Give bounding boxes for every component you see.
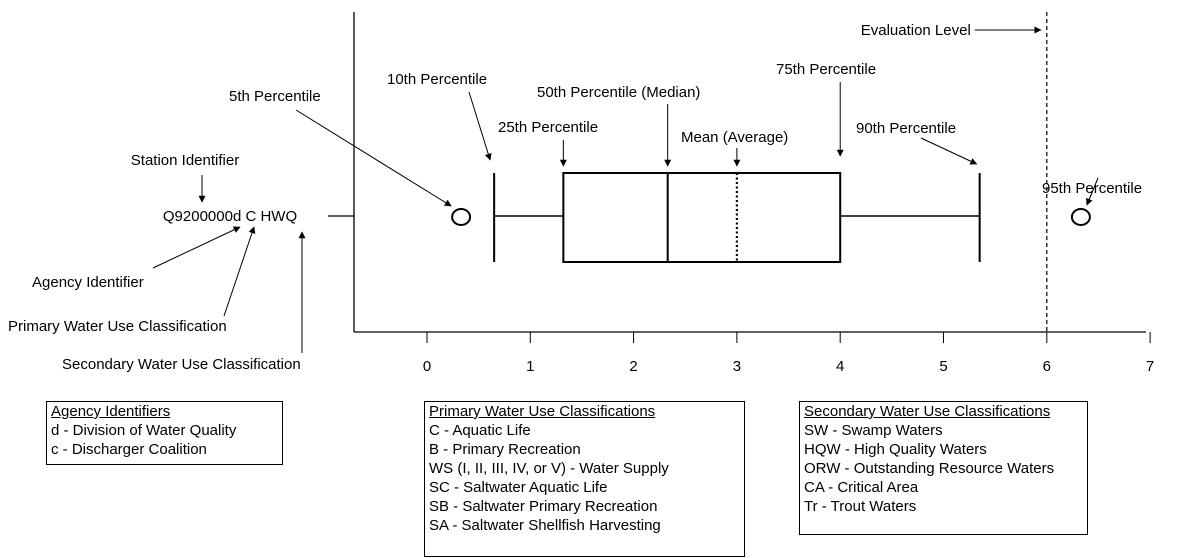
p95-label: 95th Percentile bbox=[1042, 180, 1142, 197]
p75-label: 75th Percentile bbox=[776, 61, 876, 78]
p90-label: 90th Percentile bbox=[856, 120, 956, 137]
legend-item: SW - Swamp Waters bbox=[804, 422, 943, 439]
evaluation-level-label: Evaluation Level bbox=[861, 22, 971, 39]
p5-outlier-point bbox=[451, 208, 472, 226]
agency-legend-title: Agency Identifiers bbox=[51, 403, 171, 420]
x-tick-label: 0 bbox=[423, 358, 431, 375]
station-identifier-label: Station Identifier bbox=[131, 152, 239, 169]
legend-item: CA - Critical Area bbox=[804, 479, 919, 496]
station-code: Q9200000d C HWQ bbox=[163, 208, 297, 225]
agency-identifier-label: Agency Identifier bbox=[32, 274, 144, 291]
p5-arrow bbox=[295, 109, 452, 207]
agency-identifiers-legend: Agency Identifiers d - Division of Water… bbox=[46, 401, 283, 465]
x-tick-label: 2 bbox=[629, 358, 637, 375]
p95-outlier-point bbox=[1070, 208, 1091, 226]
agency-identifier-arrow bbox=[152, 226, 241, 269]
legend-item: SA - Saltwater Shellfish Harvesting bbox=[429, 517, 661, 534]
x-tick-label: 3 bbox=[733, 358, 741, 375]
legend-item: c - Discharger Coalition bbox=[51, 441, 207, 458]
legend-item: ORW - Outstanding Resource Waters bbox=[804, 460, 1055, 477]
p10-label: 10th Percentile bbox=[387, 71, 487, 88]
p90-arrow bbox=[920, 137, 978, 165]
x-tick-label: 1 bbox=[526, 358, 534, 375]
p10-arrow bbox=[468, 91, 492, 161]
legend-item: WS (I, II, III, IV, or V) - Water Supply bbox=[429, 460, 669, 477]
x-axis-ticks: 0 1 2 3 4 5 6 7 bbox=[423, 332, 1154, 375]
mean-label: Mean (Average) bbox=[681, 129, 788, 146]
p95-arrow bbox=[1086, 177, 1099, 206]
x-tick-label: 4 bbox=[836, 358, 844, 375]
x-tick-label: 6 bbox=[1043, 358, 1051, 375]
primary-classification-arrow bbox=[223, 226, 256, 317]
legend-item: d - Division of Water Quality bbox=[51, 422, 237, 439]
primary-classification-label: Primary Water Use Classification bbox=[8, 318, 227, 335]
interquartile-box bbox=[562, 172, 842, 263]
secondary-legend-title: Secondary Water Use Classifications bbox=[804, 403, 1051, 420]
legend-item: B - Primary Recreation bbox=[429, 441, 581, 458]
legend-item: Tr - Trout Waters bbox=[804, 498, 917, 515]
primary-classifications-legend: Primary Water Use Classifications C - Aq… bbox=[424, 401, 745, 557]
primary-legend-title: Primary Water Use Classifications bbox=[429, 403, 656, 420]
p5-label: 5th Percentile bbox=[229, 88, 321, 105]
x-tick-label: 7 bbox=[1146, 358, 1154, 375]
secondary-classification-label: Secondary Water Use Classification bbox=[62, 356, 301, 373]
p25-label: 25th Percentile bbox=[498, 119, 598, 136]
legend-item: SB - Saltwater Primary Recreation bbox=[429, 498, 658, 515]
median-label: 50th Percentile (Median) bbox=[537, 84, 700, 101]
legend-item: HQW - High Quality Waters bbox=[804, 441, 987, 458]
legend-item: C - Aquatic Life bbox=[429, 422, 531, 439]
x-tick-label: 5 bbox=[939, 358, 947, 375]
legend-item: SC - Saltwater Aquatic Life bbox=[429, 479, 608, 496]
secondary-classifications-legend: Secondary Water Use Classifications SW -… bbox=[799, 401, 1088, 535]
